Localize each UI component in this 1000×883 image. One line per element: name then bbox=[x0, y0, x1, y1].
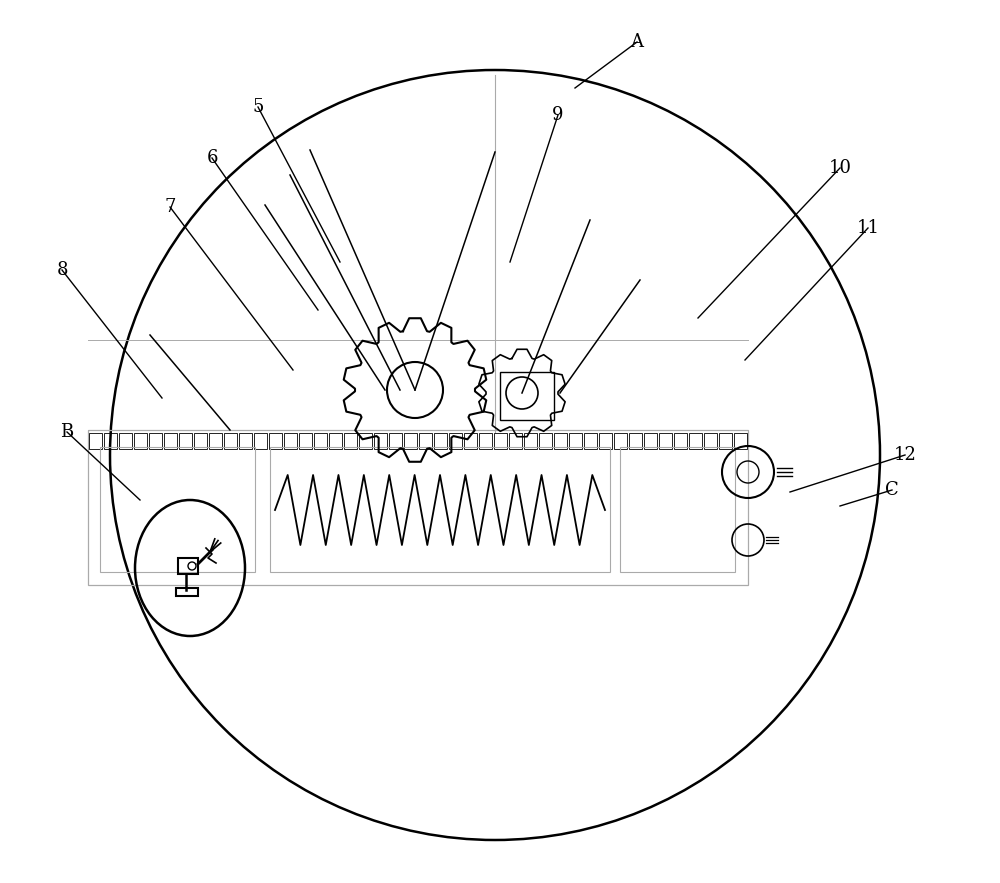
Bar bbox=[419, 433, 432, 449]
Bar bbox=[719, 433, 732, 449]
Text: C: C bbox=[885, 481, 899, 499]
Text: B: B bbox=[60, 423, 74, 441]
Bar bbox=[149, 433, 162, 449]
Bar bbox=[464, 433, 477, 449]
Bar bbox=[434, 433, 447, 449]
Text: 10: 10 bbox=[828, 159, 852, 177]
Bar bbox=[176, 588, 198, 596]
Bar bbox=[179, 433, 192, 449]
Bar bbox=[734, 433, 747, 449]
Bar bbox=[404, 433, 417, 449]
Bar bbox=[194, 433, 207, 449]
Bar bbox=[134, 433, 147, 449]
Bar bbox=[299, 433, 312, 449]
Text: 8: 8 bbox=[56, 261, 68, 279]
Bar bbox=[224, 433, 237, 449]
Bar bbox=[89, 433, 102, 449]
Bar bbox=[269, 433, 282, 449]
Bar bbox=[584, 433, 597, 449]
Bar bbox=[569, 433, 582, 449]
Bar bbox=[104, 433, 117, 449]
Bar bbox=[629, 433, 642, 449]
Text: 12: 12 bbox=[894, 446, 916, 464]
Bar bbox=[389, 433, 402, 449]
Bar bbox=[659, 433, 672, 449]
Bar bbox=[494, 433, 507, 449]
Bar bbox=[524, 433, 537, 449]
Text: 5: 5 bbox=[252, 98, 264, 116]
Bar bbox=[209, 433, 222, 449]
Bar bbox=[689, 433, 702, 449]
Bar bbox=[119, 433, 132, 449]
Bar bbox=[100, 447, 255, 572]
Text: 7: 7 bbox=[164, 198, 176, 216]
Bar bbox=[374, 433, 387, 449]
Bar bbox=[449, 433, 462, 449]
Bar bbox=[599, 433, 612, 449]
Bar bbox=[359, 433, 372, 449]
Bar bbox=[704, 433, 717, 449]
Bar bbox=[88, 430, 748, 585]
Text: 11: 11 bbox=[856, 219, 880, 237]
Bar bbox=[500, 372, 554, 420]
Text: A: A bbox=[631, 33, 644, 51]
Bar bbox=[178, 558, 198, 574]
Bar bbox=[479, 433, 492, 449]
Bar bbox=[644, 433, 657, 449]
Bar bbox=[539, 433, 552, 449]
Bar bbox=[239, 433, 252, 449]
Bar bbox=[614, 433, 627, 449]
Bar bbox=[509, 433, 522, 449]
Text: 9: 9 bbox=[552, 106, 564, 124]
Bar bbox=[254, 433, 267, 449]
Bar bbox=[284, 433, 297, 449]
Text: 6: 6 bbox=[206, 149, 218, 167]
Bar bbox=[344, 433, 357, 449]
Bar bbox=[270, 447, 610, 572]
Bar bbox=[554, 433, 567, 449]
Bar bbox=[314, 433, 327, 449]
Bar bbox=[674, 433, 687, 449]
Bar bbox=[329, 433, 342, 449]
Bar bbox=[164, 433, 177, 449]
Bar bbox=[620, 447, 735, 572]
